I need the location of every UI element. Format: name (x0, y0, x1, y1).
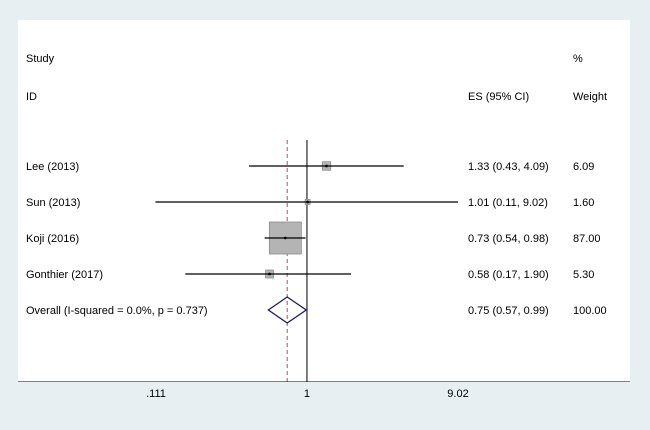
es-ci-text-gonthier-2017: 0.58 (0.17, 1.90) (468, 269, 549, 281)
forest-plot: Study ID ES (95% CI) % Weight Lee (2013)… (18, 53, 630, 382)
overall-diamond (267, 296, 308, 324)
x-tick-label: 9.02 (447, 388, 469, 400)
weight-text-lee-2013: 6.09 (573, 161, 594, 173)
es-ci-text-lee-2013: 1.33 (0.43, 4.09) (468, 161, 549, 173)
study-label-sun-2013: Sun (2013) (26, 197, 80, 209)
header-id: ID (26, 91, 37, 103)
forest-plot-panel: Study ID ES (95% CI) % Weight Lee (2013)… (18, 20, 630, 382)
weight-text-gonthier-2017: 5.30 (573, 269, 594, 281)
point-estimate-koji-2016 (283, 236, 287, 240)
header-study: Study (26, 53, 55, 65)
forest-marks: Lee (2013) 1.33 (0.43, 4.09) 6.09 Sun (2013… (26, 140, 607, 382)
x-tick-label: .111 (146, 388, 166, 400)
header-weight: Weight (573, 91, 607, 103)
overall-weight-text: 100.00 (573, 305, 607, 317)
overall-es-ci-text: 0.75 (0.57, 0.99) (468, 305, 549, 317)
header-es: ES (95% CI) (468, 91, 529, 103)
point-estimate-gonthier-2017 (268, 272, 271, 276)
point-estimate-lee-2013 (325, 164, 328, 168)
point-estimate-sun-2013 (306, 200, 310, 204)
x-tick-label: 1 (303, 388, 311, 400)
study-label-koji-2016: Koji (2016) (26, 233, 79, 245)
header-percent: % (573, 53, 583, 65)
x-axis-tick-labels: .111 1 9.02 (18, 388, 630, 408)
study-label-lee-2013: Lee (2013) (26, 161, 79, 173)
study-label-gonthier-2017: Gonthier (2017) (26, 269, 103, 281)
overall-label: Overall (I-squared = 0.0%, p = 0.737) (26, 305, 208, 317)
es-ci-text-koji-2016: 0.73 (0.54, 0.98) (468, 233, 549, 245)
es-ci-text-sun-2013: 1.01 (0.11, 9.02) (468, 197, 548, 209)
weight-text-sun-2013: 1.60 (573, 197, 594, 209)
weight-text-koji-2016: 87.00 (573, 233, 601, 245)
